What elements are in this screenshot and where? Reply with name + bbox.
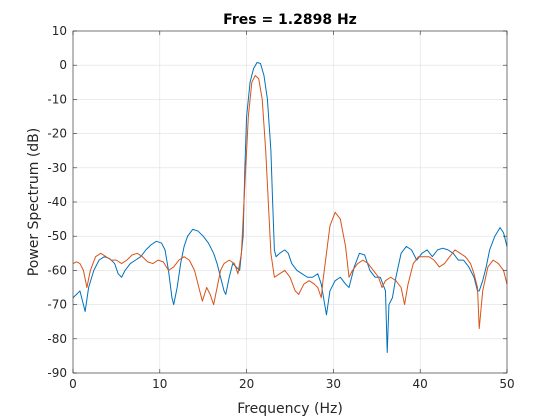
x-tick-label: 10 [152, 377, 167, 391]
y-tick-label: -30 [47, 161, 67, 175]
y-tick-label: -20 [47, 127, 67, 141]
x-tick-label: 50 [499, 377, 514, 391]
series-lines [72, 61, 508, 353]
series-line-1 [72, 61, 508, 353]
x-tick-label: 20 [239, 377, 254, 391]
y-tick-label: 0 [59, 58, 67, 72]
y-tick-label: -70 [47, 298, 67, 312]
y-tick-labels: -90 -80 -70 -60 -50 -40 -30 -20 -10 0 10 [47, 24, 67, 380]
y-tick-label: -40 [47, 195, 67, 209]
y-tick-label: 10 [52, 24, 67, 38]
series-line-2 [72, 74, 508, 330]
y-axis-label: Power Spectrum (dB) [26, 128, 42, 276]
x-tick-label: 0 [69, 377, 77, 391]
x-tick-label: 30 [326, 377, 341, 391]
x-tick-label: 40 [413, 377, 428, 391]
y-tick-label: -80 [47, 332, 67, 346]
y-tick-label: -60 [47, 263, 67, 277]
chart-title: Fres = 1.2898 Hz [223, 12, 357, 28]
y-tick-label: -50 [47, 229, 67, 243]
x-tick-labels: 0 10 20 30 40 50 [69, 377, 514, 391]
y-tick-label: -10 [47, 92, 67, 106]
axis-ticks [72, 30, 508, 374]
x-axis-label: Frequency (Hz) [237, 401, 343, 417]
y-tick-label: -90 [47, 366, 67, 380]
